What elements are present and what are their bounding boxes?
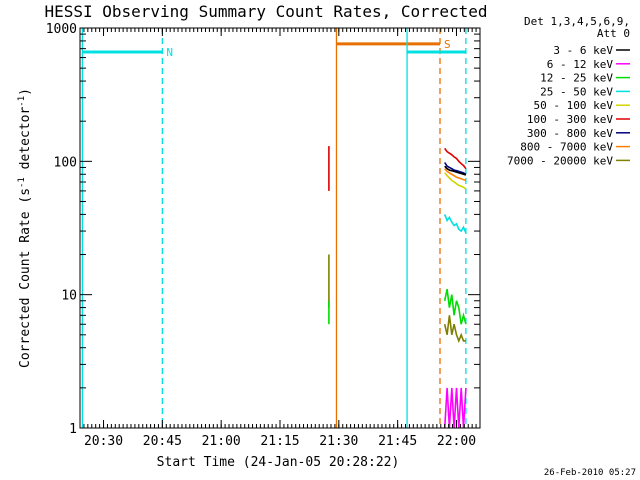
legend-header-line-2: Att 0 (597, 27, 630, 40)
x-axis-title: Start Time (24-Jan-05 20:28:22) (157, 455, 400, 470)
legend-label-0: 3 - 6 keV (553, 44, 613, 57)
y-axis-title-sup2: -1 (17, 96, 27, 107)
legend-label-1: 6 - 12 keV (547, 58, 614, 71)
data-series-11 (443, 387, 467, 429)
x-tick-label-6: 22:00 (437, 434, 476, 449)
y-axis-title-end: ) (18, 88, 33, 96)
data-series-8 (443, 214, 467, 234)
plot-area: NS (79, 27, 481, 429)
y-tick-label-0: 1000 (46, 22, 77, 37)
legend-header-line-1: Det 1,3,4,5,6,9, (524, 15, 630, 28)
legend-label-6: 300 - 800 keV (527, 127, 613, 140)
y-axis-title-sup1: -1 (17, 177, 27, 188)
y-tick-label-2: 10 (61, 289, 77, 304)
data-series-3 (444, 147, 467, 170)
plot-frame (79, 27, 481, 429)
y-axis-title-mid: detector (18, 107, 33, 178)
legend-label-8: 7000 - 20000 keV (507, 154, 613, 167)
data-series-6 (444, 168, 467, 182)
y-tick-label-1: 100 (54, 155, 77, 170)
region-label-1: S (444, 38, 451, 51)
legend-label-5: 100 - 300 keV (527, 113, 613, 126)
x-tick-label-1: 20:45 (143, 434, 182, 449)
legend-label-4: 50 - 100 keV (534, 99, 614, 112)
x-tick-label-3: 21:15 (260, 434, 299, 449)
x-tick-label-0: 20:30 (84, 434, 123, 449)
x-axis-ticks: 20:30 20:45 21:00 21:15 21:30 21:45 22:00 (79, 28, 481, 449)
x-tick-label-2: 21:00 (202, 434, 241, 449)
legend-label-2: 12 - 25 keV (540, 72, 613, 85)
y-axis-ticks: 1000 100 10 1 (46, 22, 480, 437)
data-series-7 (444, 172, 467, 190)
y-tick-label-3: 1 (69, 422, 77, 437)
data-series-5 (444, 165, 467, 176)
data-series-9 (443, 288, 467, 325)
legend-label-3: 25 - 50 keV (540, 85, 613, 98)
region-label-0: N (166, 46, 173, 59)
data-series-4 (444, 162, 467, 175)
timestamp: 26-Feb-2010 05:27 (544, 468, 636, 478)
x-tick-label-4: 21:30 (319, 434, 358, 449)
data-series-10 (443, 315, 466, 344)
chart-title: HESSI Observing Summary Count Rates, Cor… (44, 2, 487, 21)
y-axis-title: Corrected Count Rate (s-1 detector-1) (17, 88, 33, 368)
legend-label-7: 800 - 7000 keV (520, 141, 613, 154)
x-tick-label-5: 21:45 (378, 434, 417, 449)
y-axis-title-main: Corrected Count Rate (s (18, 188, 33, 368)
